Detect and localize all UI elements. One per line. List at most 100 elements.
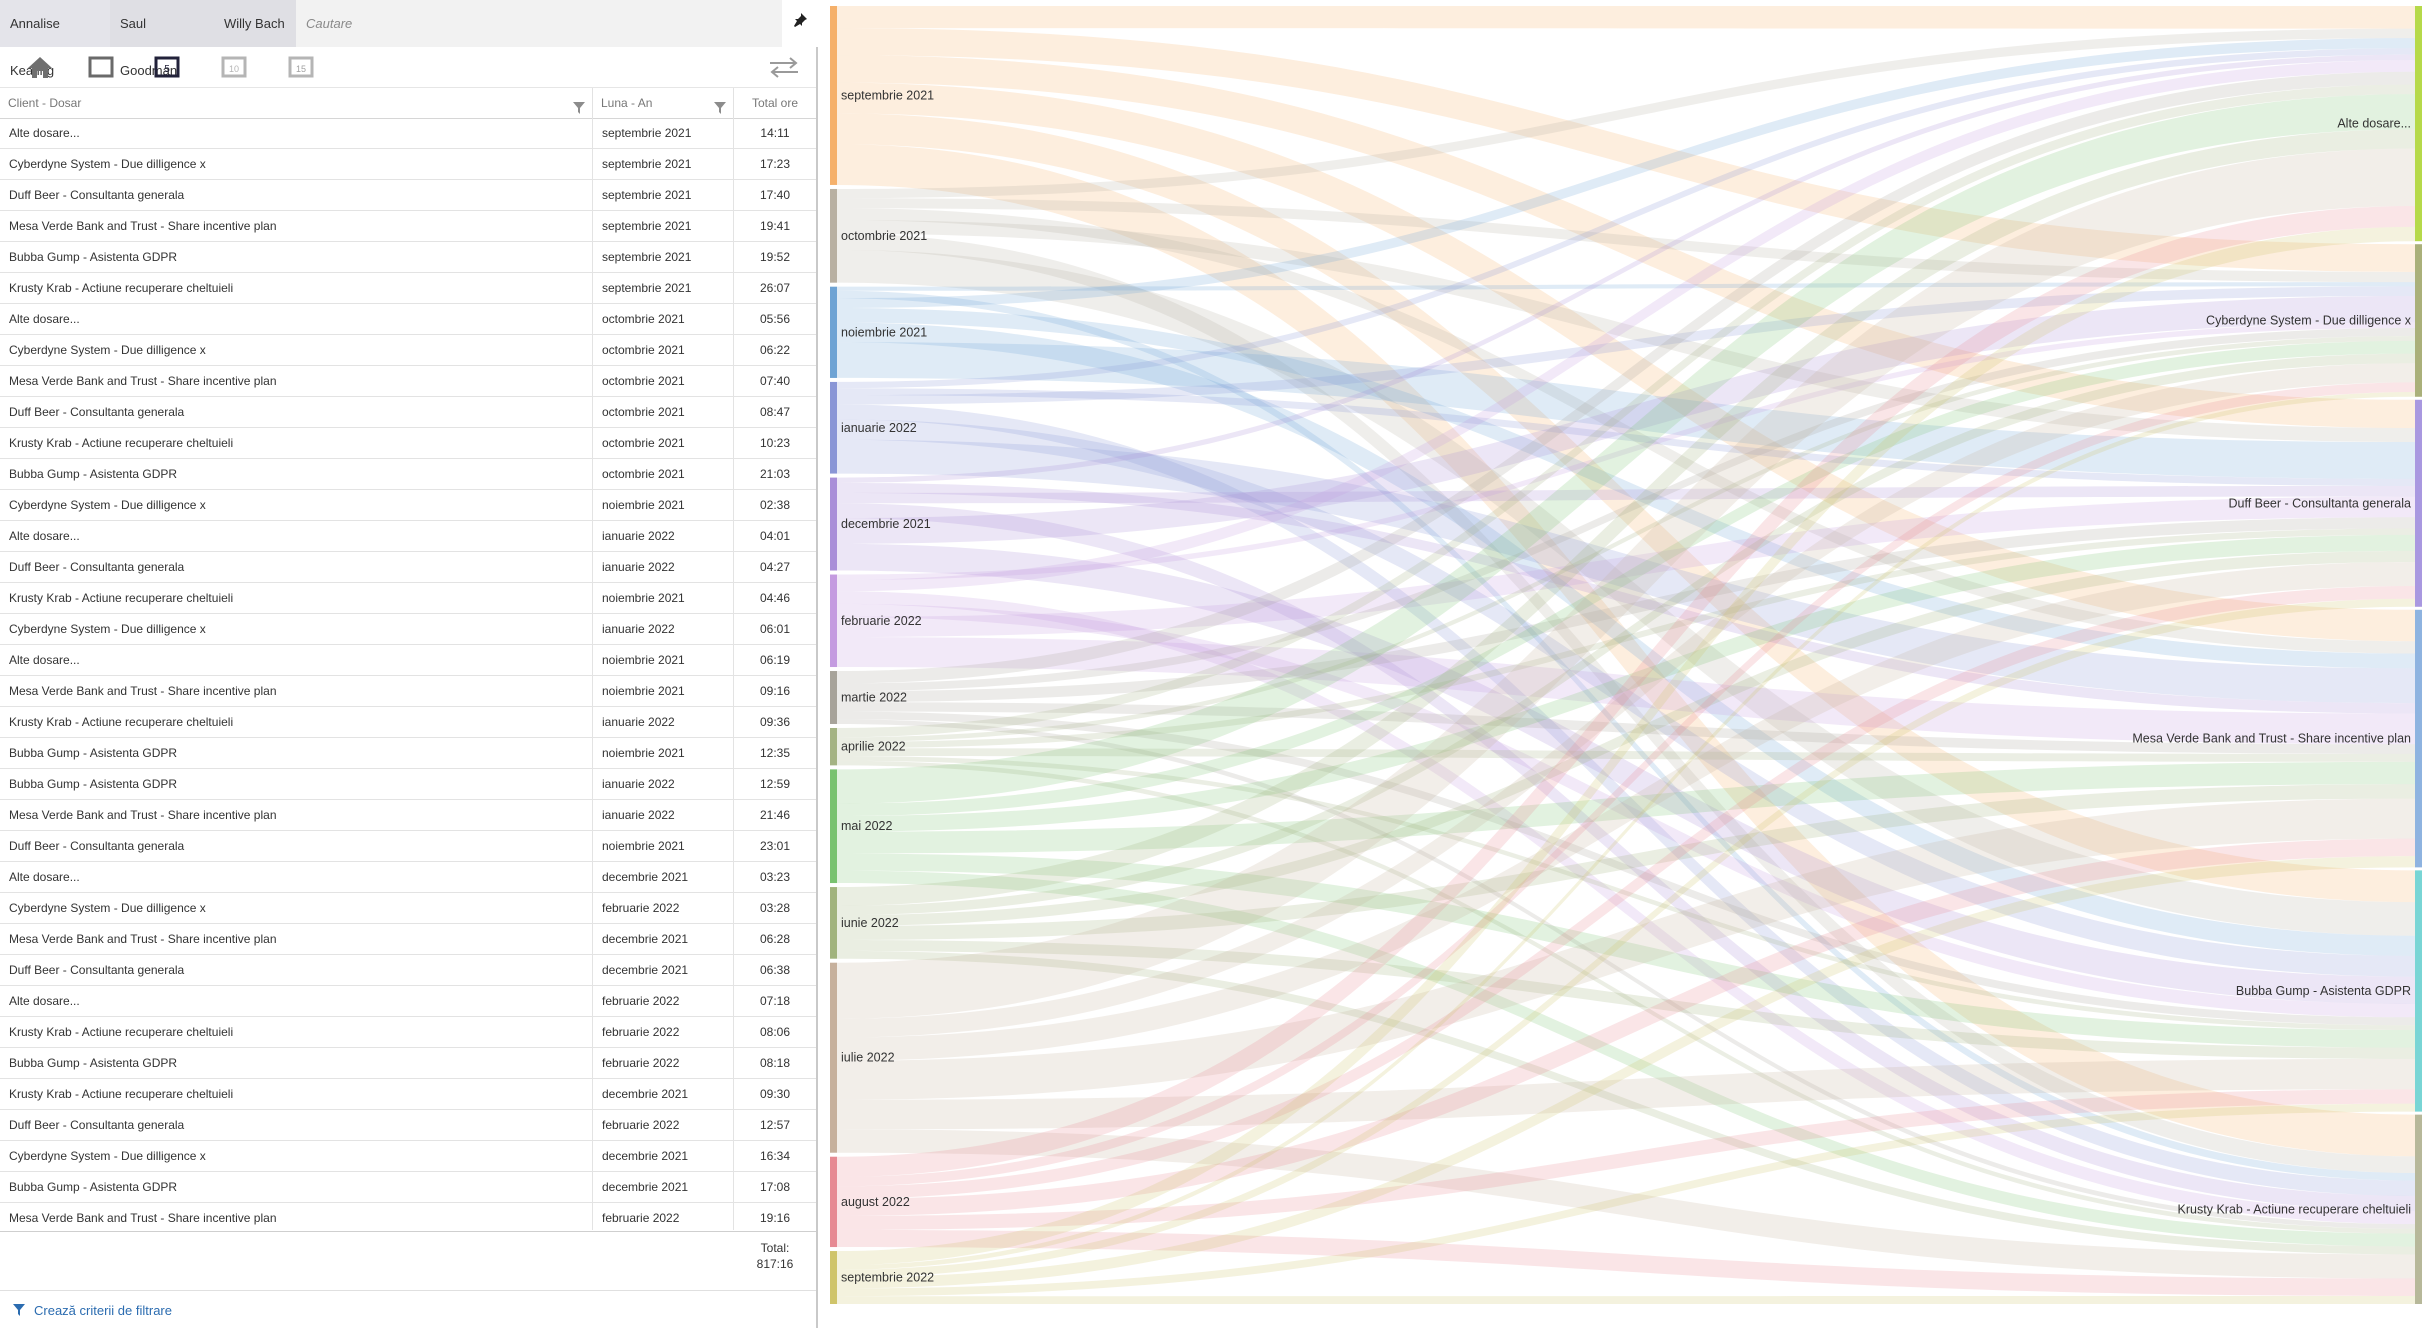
sankey-link[interactable] xyxy=(837,363,2415,1038)
sankey-link[interactable] xyxy=(837,282,2415,291)
table-row[interactable]: Duff Beer - Consultanta generala februari… xyxy=(0,1110,816,1141)
sankey-link[interactable] xyxy=(837,340,2415,817)
target-node[interactable] xyxy=(2415,6,2422,242)
sankey-link[interactable] xyxy=(837,71,2415,684)
sankey-link[interactable] xyxy=(837,60,2415,592)
source-node[interactable] xyxy=(830,574,837,668)
sankey-link[interactable] xyxy=(837,950,2415,1255)
sankey-link[interactable] xyxy=(837,28,2415,199)
sankey-link[interactable] xyxy=(837,28,2415,272)
sankey-link[interactable] xyxy=(837,6,2415,29)
table-row[interactable]: Mesa Verde Bank and Trust - Share incent… xyxy=(0,924,816,955)
sankey-link[interactable] xyxy=(837,208,2415,654)
column-header-client-dosar[interactable]: Client - Dosar xyxy=(0,88,593,118)
sankey-link[interactable] xyxy=(837,598,2415,1278)
sankey-link[interactable] xyxy=(837,322,2415,580)
sankey-link[interactable] xyxy=(837,404,2415,1196)
source-node[interactable] xyxy=(830,6,837,185)
source-node[interactable] xyxy=(830,727,837,766)
sankey-link[interactable] xyxy=(837,562,2415,1061)
source-node[interactable] xyxy=(830,286,837,378)
swap-icon[interactable] xyxy=(768,53,800,81)
sankey-link[interactable] xyxy=(837,603,2415,1018)
sankey-link[interactable] xyxy=(837,856,2415,1289)
sankey-link[interactable] xyxy=(837,543,2415,1005)
sankey-link[interactable] xyxy=(837,761,2415,854)
sankey-link[interactable] xyxy=(837,528,2415,749)
sankey-link[interactable] xyxy=(837,82,2415,642)
table-row[interactable]: Alte dosare... februarie 2022 07:18 xyxy=(0,986,816,1017)
sankey-link[interactable] xyxy=(837,496,2415,638)
sankey-link[interactable] xyxy=(837,482,2415,714)
table-row[interactable]: Krusty Krab - Actiune recuperare cheltui… xyxy=(0,1079,816,1110)
sankey-link[interactable] xyxy=(837,206,2415,1177)
sankey-link[interactable] xyxy=(837,748,2415,762)
source-node[interactable] xyxy=(830,769,837,884)
table-row[interactable]: Alte dosare... septembrie 2021 14:11 xyxy=(0,118,816,149)
sankey-link[interactable] xyxy=(837,322,2415,956)
table-row[interactable]: Alte dosare... ianuarie 2022 04:01 xyxy=(0,521,816,552)
sankey-link[interactable] xyxy=(837,113,2415,903)
sankey-link[interactable] xyxy=(837,148,2415,1019)
sankey-link[interactable] xyxy=(837,439,2415,704)
pin-icon[interactable] xyxy=(782,0,818,47)
sankey-link[interactable] xyxy=(837,328,2415,692)
sankey-link[interactable] xyxy=(837,798,2415,1100)
table-row[interactable]: Bubba Gump - Asistenta GDPR decembrie 202… xyxy=(0,1172,816,1203)
sankey-link[interactable] xyxy=(837,719,2415,1229)
search-input[interactable]: Cautare xyxy=(296,0,782,47)
sankey-link[interactable] xyxy=(837,94,2415,804)
sankey-link[interactable] xyxy=(837,290,2415,1181)
sankey-link[interactable] xyxy=(837,784,2415,941)
table-row[interactable]: Mesa Verde Bank and Trust - Share incent… xyxy=(0,211,816,242)
source-node[interactable] xyxy=(830,188,837,283)
table-row[interactable]: Mesa Verde Bank and Trust - Share incent… xyxy=(0,1203,816,1230)
table-row[interactable]: Duff Beer - Consultanta generala noiembri… xyxy=(0,831,816,862)
table-row[interactable]: Bubba Gump - Asistenta GDPR ianuarie 2022… xyxy=(0,769,816,800)
top-10-icon[interactable]: 10 xyxy=(220,53,248,81)
sankey-link[interactable] xyxy=(837,586,2415,1199)
table-row[interactable]: Cyberdyne System - Due dilligence x ianua… xyxy=(0,614,816,645)
sankey-link[interactable] xyxy=(837,1296,2415,1304)
source-node[interactable] xyxy=(830,1251,837,1304)
source-node[interactable] xyxy=(830,962,837,1153)
sankey-link[interactable] xyxy=(837,286,2415,405)
sankey-link[interactable] xyxy=(837,550,2415,926)
table-row[interactable]: Alte dosare... decembrie 2021 03:23 xyxy=(0,862,816,893)
sankey-link[interactable] xyxy=(837,838,2415,1216)
table-row[interactable]: Alte dosare... octombrie 2021 05:56 xyxy=(0,304,816,335)
sankey-link[interactable] xyxy=(837,233,2415,1173)
table-row[interactable]: Cyberdyne System - Due dilligence x febru… xyxy=(0,893,816,924)
top-15-icon[interactable]: 15 xyxy=(287,53,315,81)
sankey-link[interactable] xyxy=(837,1089,2415,1230)
sankey-link[interactable] xyxy=(837,54,2415,483)
sankey-link[interactable] xyxy=(837,591,2415,1225)
sankey-link[interactable] xyxy=(837,534,2415,832)
sankey-link[interactable] xyxy=(837,388,2415,486)
sankey-link[interactable] xyxy=(837,129,2415,906)
top-5-icon[interactable]: 5 xyxy=(153,53,181,81)
sankey-link[interactable] xyxy=(837,637,2415,745)
table-row[interactable]: Bubba Gump - Asistenta GDPR septembrie 20… xyxy=(0,242,816,273)
filter-icon[interactable] xyxy=(713,96,727,126)
sankey-link[interactable] xyxy=(837,295,2415,544)
target-node[interactable] xyxy=(2415,1114,2422,1304)
table-row[interactable]: Cyberdyne System - Due dilligence x decem… xyxy=(0,1141,816,1172)
home-icon[interactable] xyxy=(26,53,54,81)
table-row[interactable]: Bubba Gump - Asistenta GDPR februarie 202… xyxy=(0,1048,816,1079)
sankey-link[interactable] xyxy=(837,55,2415,429)
tab-saul-goodman[interactable]: Saul Goodman xyxy=(110,0,214,78)
sankey-link[interactable] xyxy=(837,517,2415,703)
source-node[interactable] xyxy=(830,1156,837,1248)
target-node[interactable] xyxy=(2415,870,2422,1112)
tab-annalise-keating[interactable]: Annalise Keating xyxy=(0,0,110,78)
sankey-link[interactable] xyxy=(837,220,2415,443)
source-node[interactable] xyxy=(830,477,837,571)
sankey-link[interactable] xyxy=(837,1103,2415,1297)
table-row[interactable]: Krusty Krab - Actiune recuperare cheltui… xyxy=(0,583,816,614)
table-row[interactable]: Mesa Verde Bank and Trust - Share incent… xyxy=(0,366,816,397)
sankey-link[interactable] xyxy=(837,756,2415,1031)
sankey-link[interactable] xyxy=(837,702,2415,754)
sankey-link[interactable] xyxy=(837,249,2415,936)
table-row[interactable]: Duff Beer - Consultanta generala septembr… xyxy=(0,180,816,211)
